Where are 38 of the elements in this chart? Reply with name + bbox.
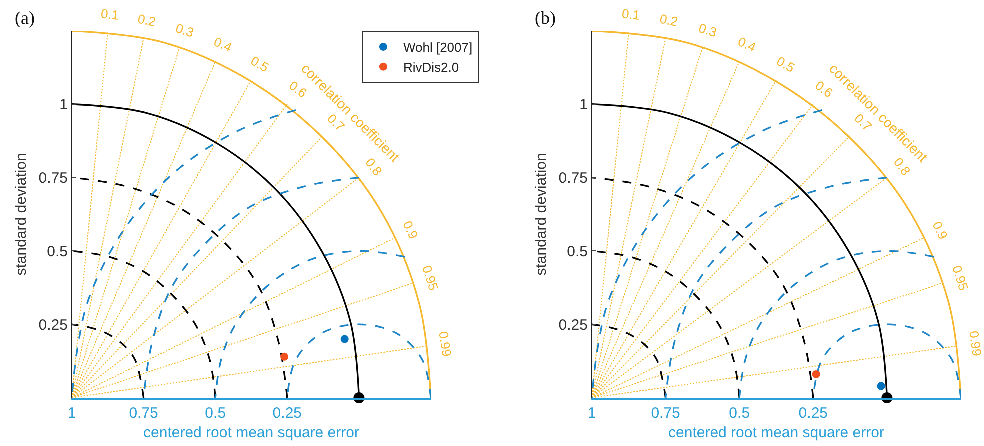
annotation: 0.9 [930, 219, 952, 242]
x-tick-label: 0.25 [798, 404, 828, 422]
y-tick-label: 0.5 [47, 243, 68, 260]
y-tick-label: 0.25 [558, 316, 588, 334]
text: 0.2 [658, 11, 680, 30]
text: 0.1 [100, 6, 120, 23]
y-axis-title: standard deviation [533, 153, 550, 276]
x-axis-title: centered root mean square error [144, 424, 360, 442]
y-tick-label: 0.5 [567, 243, 588, 260]
annotation: 0.5 [774, 54, 798, 76]
y-tick-label: 0.75 [38, 170, 68, 188]
y-axis-title: standard deviation [13, 153, 30, 276]
annotation: 0.4 [736, 34, 758, 56]
legend-label: RivDis2.0 [403, 60, 460, 75]
y-tick-label: 1 [60, 96, 68, 114]
annotation: 0.95 [419, 264, 442, 293]
x-tick-label: 0.75 [651, 404, 680, 422]
legend-label: Wohl [2007] [403, 40, 473, 56]
x-tick-label: 0.25 [272, 404, 302, 422]
y-tick-label: 0.25 [38, 316, 68, 334]
annotation: 0.4 [212, 34, 234, 56]
x-axis-title: centered root mean square error [668, 424, 884, 442]
x-tick-label: 0.5 [205, 404, 226, 422]
y-tick-label: 1 [580, 96, 588, 114]
annotation: 0.3 [697, 20, 719, 40]
chart-title: (b) [535, 8, 556, 28]
text: 0.99 [966, 330, 984, 358]
annotation: 0.3 [174, 20, 196, 40]
text: 0.1 [621, 6, 641, 23]
x-tick-label: 0.5 [729, 404, 750, 422]
annotation: 0.5 [248, 53, 272, 76]
x-tick-label: 0.75 [129, 404, 158, 422]
chart-title: (a) [15, 8, 35, 28]
text: 0.99 [436, 330, 455, 358]
y-tick-label: 0.75 [558, 170, 588, 188]
text: 0.2 [136, 11, 158, 30]
annotation: 0.9 [400, 218, 422, 242]
annotation: 0.95 [949, 264, 972, 293]
